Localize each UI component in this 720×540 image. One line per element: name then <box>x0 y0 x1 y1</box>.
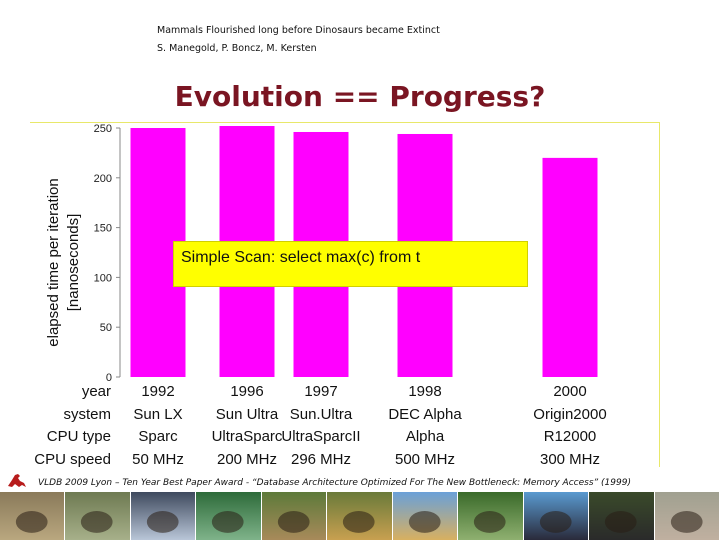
table-cell: Origin2000 <box>533 406 606 423</box>
table-cell: Sparc <box>138 428 178 445</box>
wolf-photo <box>65 492 131 540</box>
table-cell: UltraSparc <box>212 428 283 445</box>
data-table: year 1992 1996 1997 1998 2000 system Sun LX Sun … <box>34 383 606 468</box>
horse-photo <box>261 492 328 540</box>
y-tick-label: 0 <box>106 372 112 384</box>
table-cell: 1996 <box>230 383 263 400</box>
table-cell: Alpha <box>406 428 445 445</box>
footer-citation: VLDB 2009 Lyon – Ten Year Best Paper Awa… <box>38 478 631 488</box>
table-cell: 1998 <box>408 383 441 400</box>
table-cell: R12000 <box>544 428 597 445</box>
slide-title: Evolution == Progress? <box>174 80 546 113</box>
table-row-label: CPU speed <box>34 451 111 468</box>
table-cell: 2000 <box>553 383 586 400</box>
y-tick-label: 200 <box>94 173 112 185</box>
animal-strip <box>0 492 720 540</box>
y-tick-label: 250 <box>94 123 112 135</box>
gorilla-photo <box>589 492 655 540</box>
human-photo <box>654 492 720 540</box>
dinosaur-logo-icon <box>8 474 26 487</box>
bird-photo <box>458 492 524 540</box>
table-cell: DEC Alpha <box>388 406 462 423</box>
y-axis-label-line: elapsed time per iteration <box>45 178 62 346</box>
chart-frame: elapsed time per iteration [nanoseconds] … <box>30 122 660 468</box>
table-cell: UltraSparcII <box>281 428 360 445</box>
dinosaur-photo <box>0 492 66 540</box>
annotation-box: Simple Scan: select max(c) from t <box>173 241 528 287</box>
bar <box>542 157 598 377</box>
mammoth-photo <box>130 492 197 540</box>
peacock-photo <box>196 492 262 540</box>
table-cell: 300 MHz <box>540 451 600 468</box>
table-cell: Sun.Ultra <box>290 406 353 423</box>
table-cell: 1992 <box>141 383 174 400</box>
y-tick-label: 50 <box>100 322 112 334</box>
y-tick-label: 100 <box>94 272 112 284</box>
giraffe-photo <box>392 492 459 540</box>
y-axis-label-line: [nanoseconds] <box>65 214 82 312</box>
table-cell: 500 MHz <box>395 451 455 468</box>
header-line-authors: S. Manegold, P. Boncz, M. Kersten <box>157 43 317 54</box>
bar-chart: elapsed time per iteration [nanoseconds] … <box>34 123 606 468</box>
table-row-label: CPU type <box>47 428 111 445</box>
y-axis-label: elapsed time per iteration [nanoseconds] <box>45 178 82 346</box>
table-cell: 1997 <box>304 383 337 400</box>
y-axis-ticks: 0 50 100 150 200 250 <box>94 123 120 384</box>
table-row-label: year <box>82 383 111 400</box>
header-line-title: Mammals Flourished long before Dinosaurs… <box>157 25 440 36</box>
table-cell: Sun LX <box>133 406 182 423</box>
table-cell: 50 MHz <box>132 451 184 468</box>
table-cell: 296 MHz <box>291 451 351 468</box>
leopard-photo <box>327 492 393 540</box>
whale-photo <box>523 492 590 540</box>
y-tick-label: 150 <box>94 223 112 235</box>
table-row-label: system <box>63 406 111 423</box>
table-cell: 200 MHz <box>217 451 277 468</box>
table-cell: Sun Ultra <box>216 406 279 423</box>
